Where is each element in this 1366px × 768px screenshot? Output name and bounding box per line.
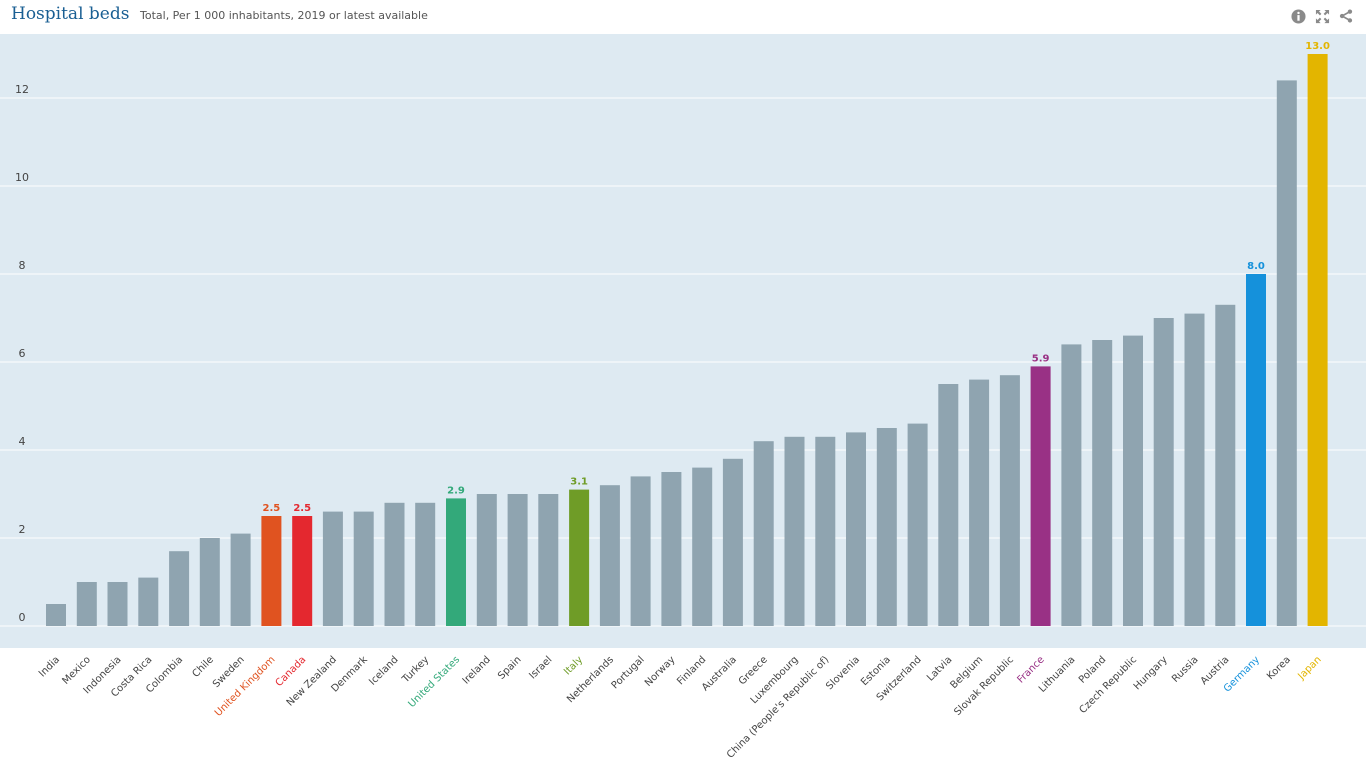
- bar-united-kingdom[interactable]: [261, 516, 282, 626]
- chart-title: Hospital beds: [11, 4, 130, 24]
- y-tick-label: 0: [19, 611, 26, 624]
- info-button[interactable]: [1290, 8, 1306, 24]
- data-label: 2.5: [263, 503, 281, 514]
- bar-lithuania[interactable]: [1061, 344, 1082, 626]
- x-tick-label: Chile: [190, 654, 215, 679]
- x-tick-label: Slovak Republic: [952, 654, 1016, 718]
- y-tick-label: 12: [15, 83, 29, 96]
- x-tick-label: Italy: [562, 654, 585, 677]
- bar-russia[interactable]: [1184, 313, 1205, 626]
- bar-india[interactable]: [46, 604, 66, 626]
- bar-sweden[interactable]: [230, 533, 251, 626]
- bar-luxembourg[interactable]: [784, 436, 805, 626]
- bar-switzerland[interactable]: [907, 423, 928, 626]
- bar-hungary[interactable]: [1153, 318, 1174, 626]
- data-label: 5.9: [1032, 353, 1050, 364]
- bar-new-zealand[interactable]: [322, 511, 343, 626]
- x-tick-label: Korea: [1265, 654, 1293, 682]
- bar-china-people-s-republic-of-[interactable]: [815, 436, 836, 626]
- data-label: 2.5: [293, 503, 311, 514]
- bar-israel[interactable]: [538, 494, 559, 626]
- chart-header: Hospital beds Total, Per 1 000 inhabitan…: [0, 0, 1366, 34]
- x-tick-label: Norway: [643, 654, 678, 689]
- bar-poland[interactable]: [1092, 340, 1113, 626]
- bar-turkey[interactable]: [415, 502, 436, 626]
- bar-indonesia[interactable]: [107, 582, 128, 626]
- bar-italy[interactable]: [569, 489, 590, 626]
- share-icon: [1339, 9, 1353, 23]
- toolbar: [1290, 8, 1354, 24]
- bar-australia[interactable]: [722, 458, 743, 626]
- y-axis-ticks: 0 2 4 6 8 10 12: [15, 83, 29, 624]
- data-label: 8.0: [1247, 261, 1265, 272]
- bar-iceland[interactable]: [384, 502, 405, 626]
- y-tick-label: 6: [19, 347, 26, 360]
- y-tick-label: 8: [19, 259, 26, 272]
- x-tick-label: Iceland: [367, 654, 400, 687]
- data-label: 13.0: [1305, 41, 1330, 52]
- share-button[interactable]: [1338, 8, 1354, 24]
- bar-norway[interactable]: [661, 472, 682, 626]
- bar-belgium[interactable]: [969, 379, 990, 626]
- bar-netherlands[interactable]: [599, 485, 620, 626]
- data-label: 3.1: [570, 477, 588, 488]
- x-tick-label: Spain: [496, 654, 524, 682]
- data-label: 2.9: [447, 485, 465, 496]
- chart-subtitle: Total, Per 1 000 inhabitants, 2019 or la…: [140, 9, 428, 22]
- x-tick-label: Hungary: [1132, 654, 1170, 692]
- bar-canada[interactable]: [292, 516, 313, 626]
- x-tick-label: Ireland: [461, 654, 493, 686]
- bar-mexico[interactable]: [76, 582, 97, 626]
- x-tick-label: India: [37, 654, 62, 679]
- bar-denmark[interactable]: [353, 511, 374, 626]
- bar-latvia[interactable]: [938, 384, 959, 626]
- bar-czech-republic[interactable]: [1123, 335, 1143, 626]
- bar-costa-rica[interactable]: [138, 577, 159, 626]
- x-tick-label: Israel: [527, 654, 554, 681]
- bar-chile[interactable]: [199, 538, 220, 626]
- bar-germany[interactable]: [1246, 274, 1266, 626]
- bar-ireland[interactable]: [476, 494, 497, 626]
- value-labels: 2.5 2.5 2.9 3.1 5.9 8.0 13.0: [263, 41, 1330, 514]
- bar-slovenia[interactable]: [846, 432, 866, 626]
- bar-france[interactable]: [1030, 366, 1051, 626]
- y-tick-label: 10: [15, 171, 29, 184]
- bar-estonia[interactable]: [876, 428, 897, 626]
- bar-greece[interactable]: [753, 441, 774, 626]
- bar-finland[interactable]: [692, 467, 713, 626]
- info-icon: [1290, 8, 1306, 24]
- x-tick-label: Russia: [1170, 654, 1201, 685]
- bar-portugal[interactable]: [630, 476, 651, 626]
- x-tick-label: Portugal: [610, 654, 647, 691]
- y-tick-label: 2: [19, 523, 26, 536]
- bar-korea[interactable]: [1276, 80, 1297, 626]
- x-tick-label: United Kingdom: [213, 654, 278, 719]
- x-tick-label: Japan: [1296, 654, 1324, 682]
- bar-slovak-republic[interactable]: [999, 375, 1020, 626]
- bar-spain[interactable]: [507, 494, 528, 626]
- fullscreen-icon: [1315, 9, 1329, 23]
- y-tick-label: 4: [19, 435, 26, 448]
- x-tick-label: Latvia: [925, 654, 954, 683]
- bar-united-states[interactable]: [446, 498, 466, 626]
- x-tick-label: Czech Republic: [1078, 654, 1140, 716]
- bar-japan[interactable]: [1307, 54, 1328, 626]
- bars: [46, 54, 1328, 626]
- fullscreen-button[interactable]: [1314, 8, 1330, 24]
- bar-colombia[interactable]: [169, 551, 190, 626]
- bar-austria[interactable]: [1215, 304, 1236, 626]
- x-tick-label: Slovenia: [824, 654, 862, 692]
